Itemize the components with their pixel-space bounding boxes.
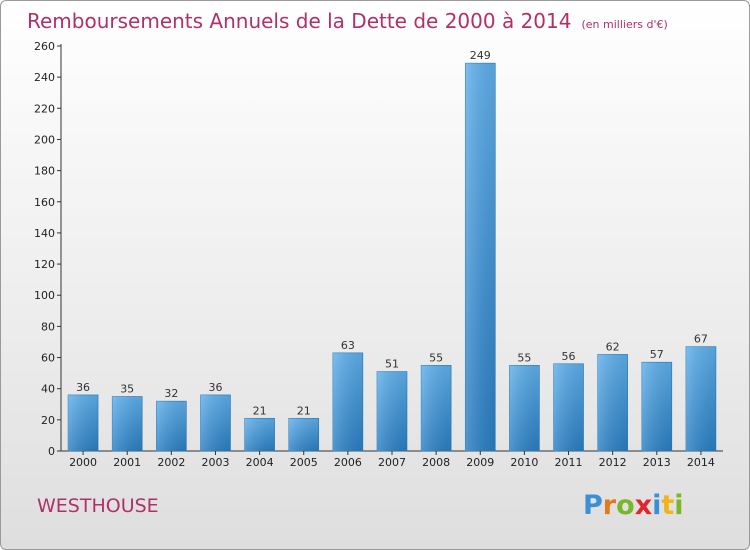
y-tick-label: 0: [48, 445, 55, 458]
data-label: 35: [120, 382, 134, 395]
y-tick-label: 260: [34, 40, 55, 53]
y-tick-label: 100: [34, 289, 55, 302]
x-tick-label: 2006: [334, 456, 362, 469]
logo-letter: x: [634, 490, 653, 521]
x-tick-label: 2008: [422, 456, 450, 469]
chart-title: Remboursements Annuels de la Dette de 20…: [27, 9, 668, 33]
bar-shade: [288, 418, 319, 451]
y-tick-label: 240: [34, 71, 55, 84]
logo-letter: t: [661, 490, 675, 521]
x-tick-label: 2001: [113, 456, 141, 469]
bar-shade: [332, 352, 363, 451]
bar-shade: [68, 394, 99, 451]
data-label: 63: [341, 339, 355, 352]
data-label: 21: [297, 404, 311, 417]
data-label: 55: [517, 351, 531, 364]
y-tick-label: 120: [34, 258, 55, 271]
y-tick-label: 20: [41, 414, 55, 427]
bar-shade: [200, 394, 231, 451]
bar-shade: [685, 346, 716, 451]
logo-letter: i: [674, 490, 684, 521]
data-label: 21: [253, 404, 267, 417]
x-tick-label: 2003: [201, 456, 229, 469]
chart-title-text: Remboursements Annuels de la Dette de 20…: [27, 9, 572, 33]
x-tick-label: 2010: [510, 456, 538, 469]
x-tick-label: 2013: [643, 456, 671, 469]
data-label: 55: [429, 351, 443, 364]
x-tick-label: 2005: [290, 456, 318, 469]
bar-shade: [156, 401, 187, 451]
chart-unit: (en milliers d'€): [581, 18, 668, 31]
y-tick-label: 200: [34, 133, 55, 146]
bar-shade: [465, 63, 496, 452]
y-tick-label: 40: [41, 383, 55, 396]
x-tick-label: 2009: [466, 456, 494, 469]
data-label: 62: [606, 340, 620, 353]
y-tick-label: 180: [34, 165, 55, 178]
y-tick-label: 220: [34, 102, 55, 115]
x-tick-label: 2011: [555, 456, 583, 469]
y-tick-label: 140: [34, 227, 55, 240]
data-label: 57: [650, 348, 664, 361]
logo-letter: P: [583, 490, 603, 521]
bar-shade: [244, 418, 275, 451]
data-label: 32: [164, 387, 178, 400]
bar-shade: [421, 365, 452, 451]
proxiti-logo[interactable]: Proxiti: [583, 490, 684, 521]
bar-shade: [597, 354, 628, 451]
bar-shade: [377, 371, 407, 451]
data-label: 249: [470, 49, 491, 62]
y-tick-label: 160: [34, 196, 55, 209]
x-tick-label: 2012: [599, 456, 627, 469]
logo-letter: r: [602, 490, 617, 521]
data-label: 56: [562, 350, 576, 363]
commune-name: WESTHOUSE: [37, 495, 159, 517]
logo-letter: o: [616, 490, 635, 521]
bar-shade: [641, 362, 672, 451]
data-label: 51: [385, 358, 399, 371]
y-tick-label: 60: [41, 352, 55, 365]
bar-shade: [553, 363, 584, 451]
x-tick-label: 2014: [687, 456, 715, 469]
data-label: 36: [76, 381, 90, 394]
x-tick-label: 2007: [378, 456, 406, 469]
bar-shade: [509, 365, 540, 451]
data-label: 36: [208, 381, 222, 394]
x-tick-label: 2000: [69, 456, 97, 469]
y-tick-label: 80: [41, 320, 55, 333]
x-tick-label: 2004: [246, 456, 274, 469]
data-label: 67: [694, 333, 708, 346]
bar-shade: [112, 396, 143, 451]
logo-letter: i: [652, 490, 662, 521]
x-tick-label: 2002: [157, 456, 185, 469]
